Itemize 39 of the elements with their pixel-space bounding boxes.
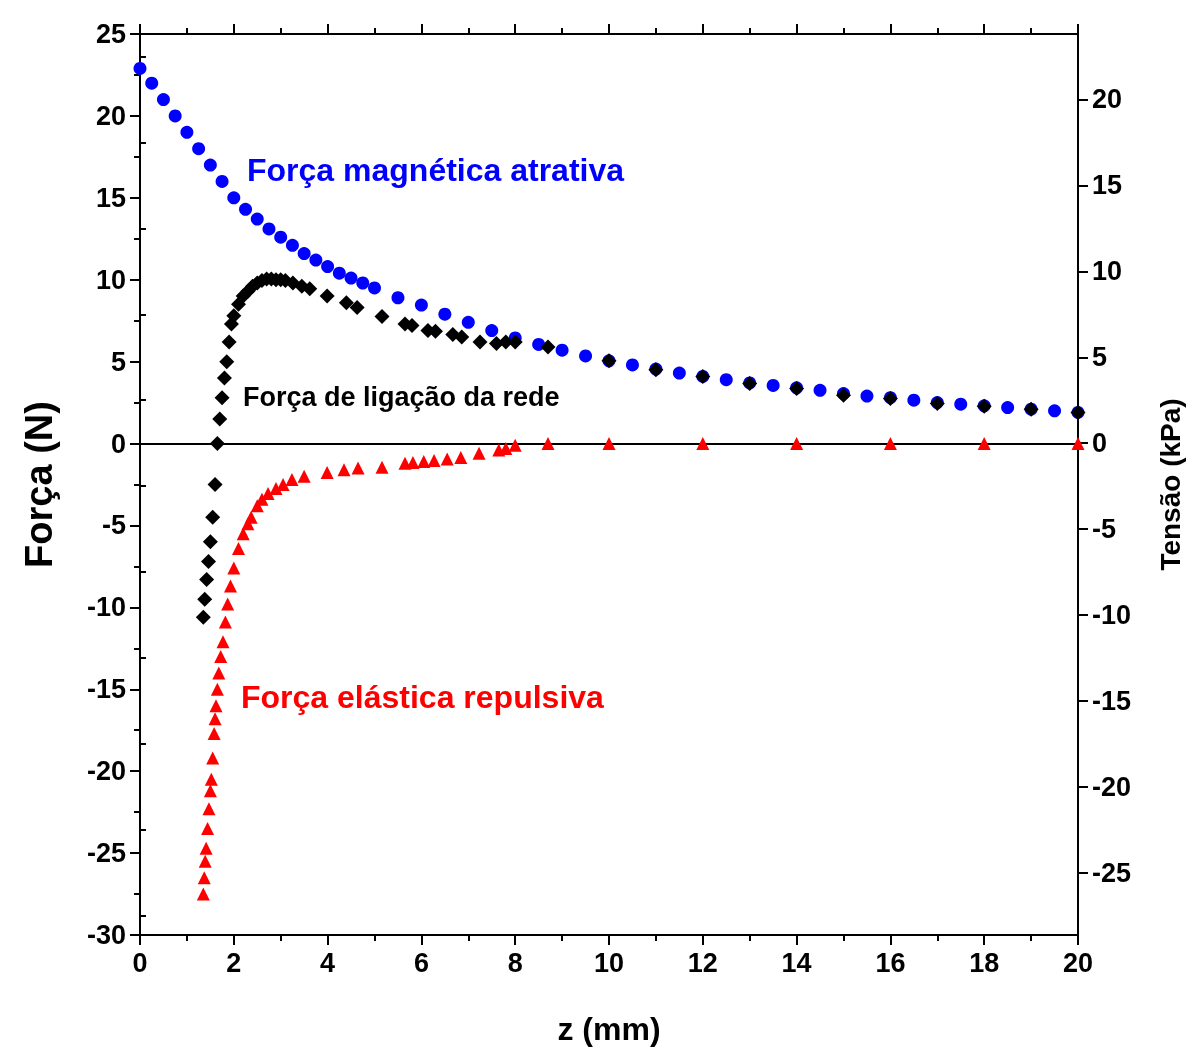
y2-tick-label: -20	[1092, 772, 1132, 803]
y-tick-label: 15	[95, 182, 126, 213]
y-tick-label: -10	[86, 592, 126, 623]
y2-tick-label: 0	[1092, 428, 1108, 459]
y-tick-label: 20	[95, 100, 126, 131]
y2-tick-label: -15	[1092, 686, 1132, 717]
y2-tick-label: 10	[1092, 256, 1123, 287]
y2-tick-label: -5	[1092, 514, 1117, 545]
annotation: Força elástica repulsiva	[241, 679, 605, 715]
y-tick-label: -20	[86, 756, 126, 787]
y2-tick-label: -10	[1092, 600, 1132, 631]
y-tick-label: -15	[86, 674, 126, 705]
y2-tick-label: 5	[1092, 342, 1108, 373]
y-tick-label: 10	[95, 264, 126, 295]
y2-tick-label: 15	[1092, 170, 1123, 201]
x-tick-label: 4	[320, 947, 336, 978]
y2-axis-title: Tensão (kPa)	[1154, 398, 1186, 571]
x-tick-label: 6	[413, 947, 429, 978]
x-tick-label: 0	[132, 947, 148, 978]
x-tick-label: 10	[593, 947, 625, 978]
y2-tick-label: 20	[1092, 84, 1123, 115]
x-axis-title: z (mm)	[557, 1011, 661, 1047]
x-tick-label: 8	[507, 947, 523, 978]
x-tick-label: 12	[687, 947, 718, 978]
annotation: Força de ligação da rede	[243, 382, 560, 412]
y-tick-label: 0	[110, 428, 126, 459]
y-axis-title: Força (N)	[18, 401, 60, 568]
y-tick-label: -5	[101, 510, 126, 541]
y-tick-label: 5	[110, 346, 126, 377]
x-tick-label: 20	[1062, 947, 1094, 978]
annotation: Força magnética atrativa	[247, 152, 625, 188]
y-tick-label: -30	[86, 920, 126, 950]
y2-tick-label: -25	[1092, 858, 1132, 889]
x-tick-label: 14	[781, 947, 812, 978]
x-tick-label: 16	[875, 947, 906, 978]
y-tick-label: 25	[95, 19, 126, 49]
x-tick-label: 2	[226, 947, 242, 978]
x-tick-label: 18	[969, 947, 1000, 978]
y-tick-label: -25	[86, 838, 126, 869]
